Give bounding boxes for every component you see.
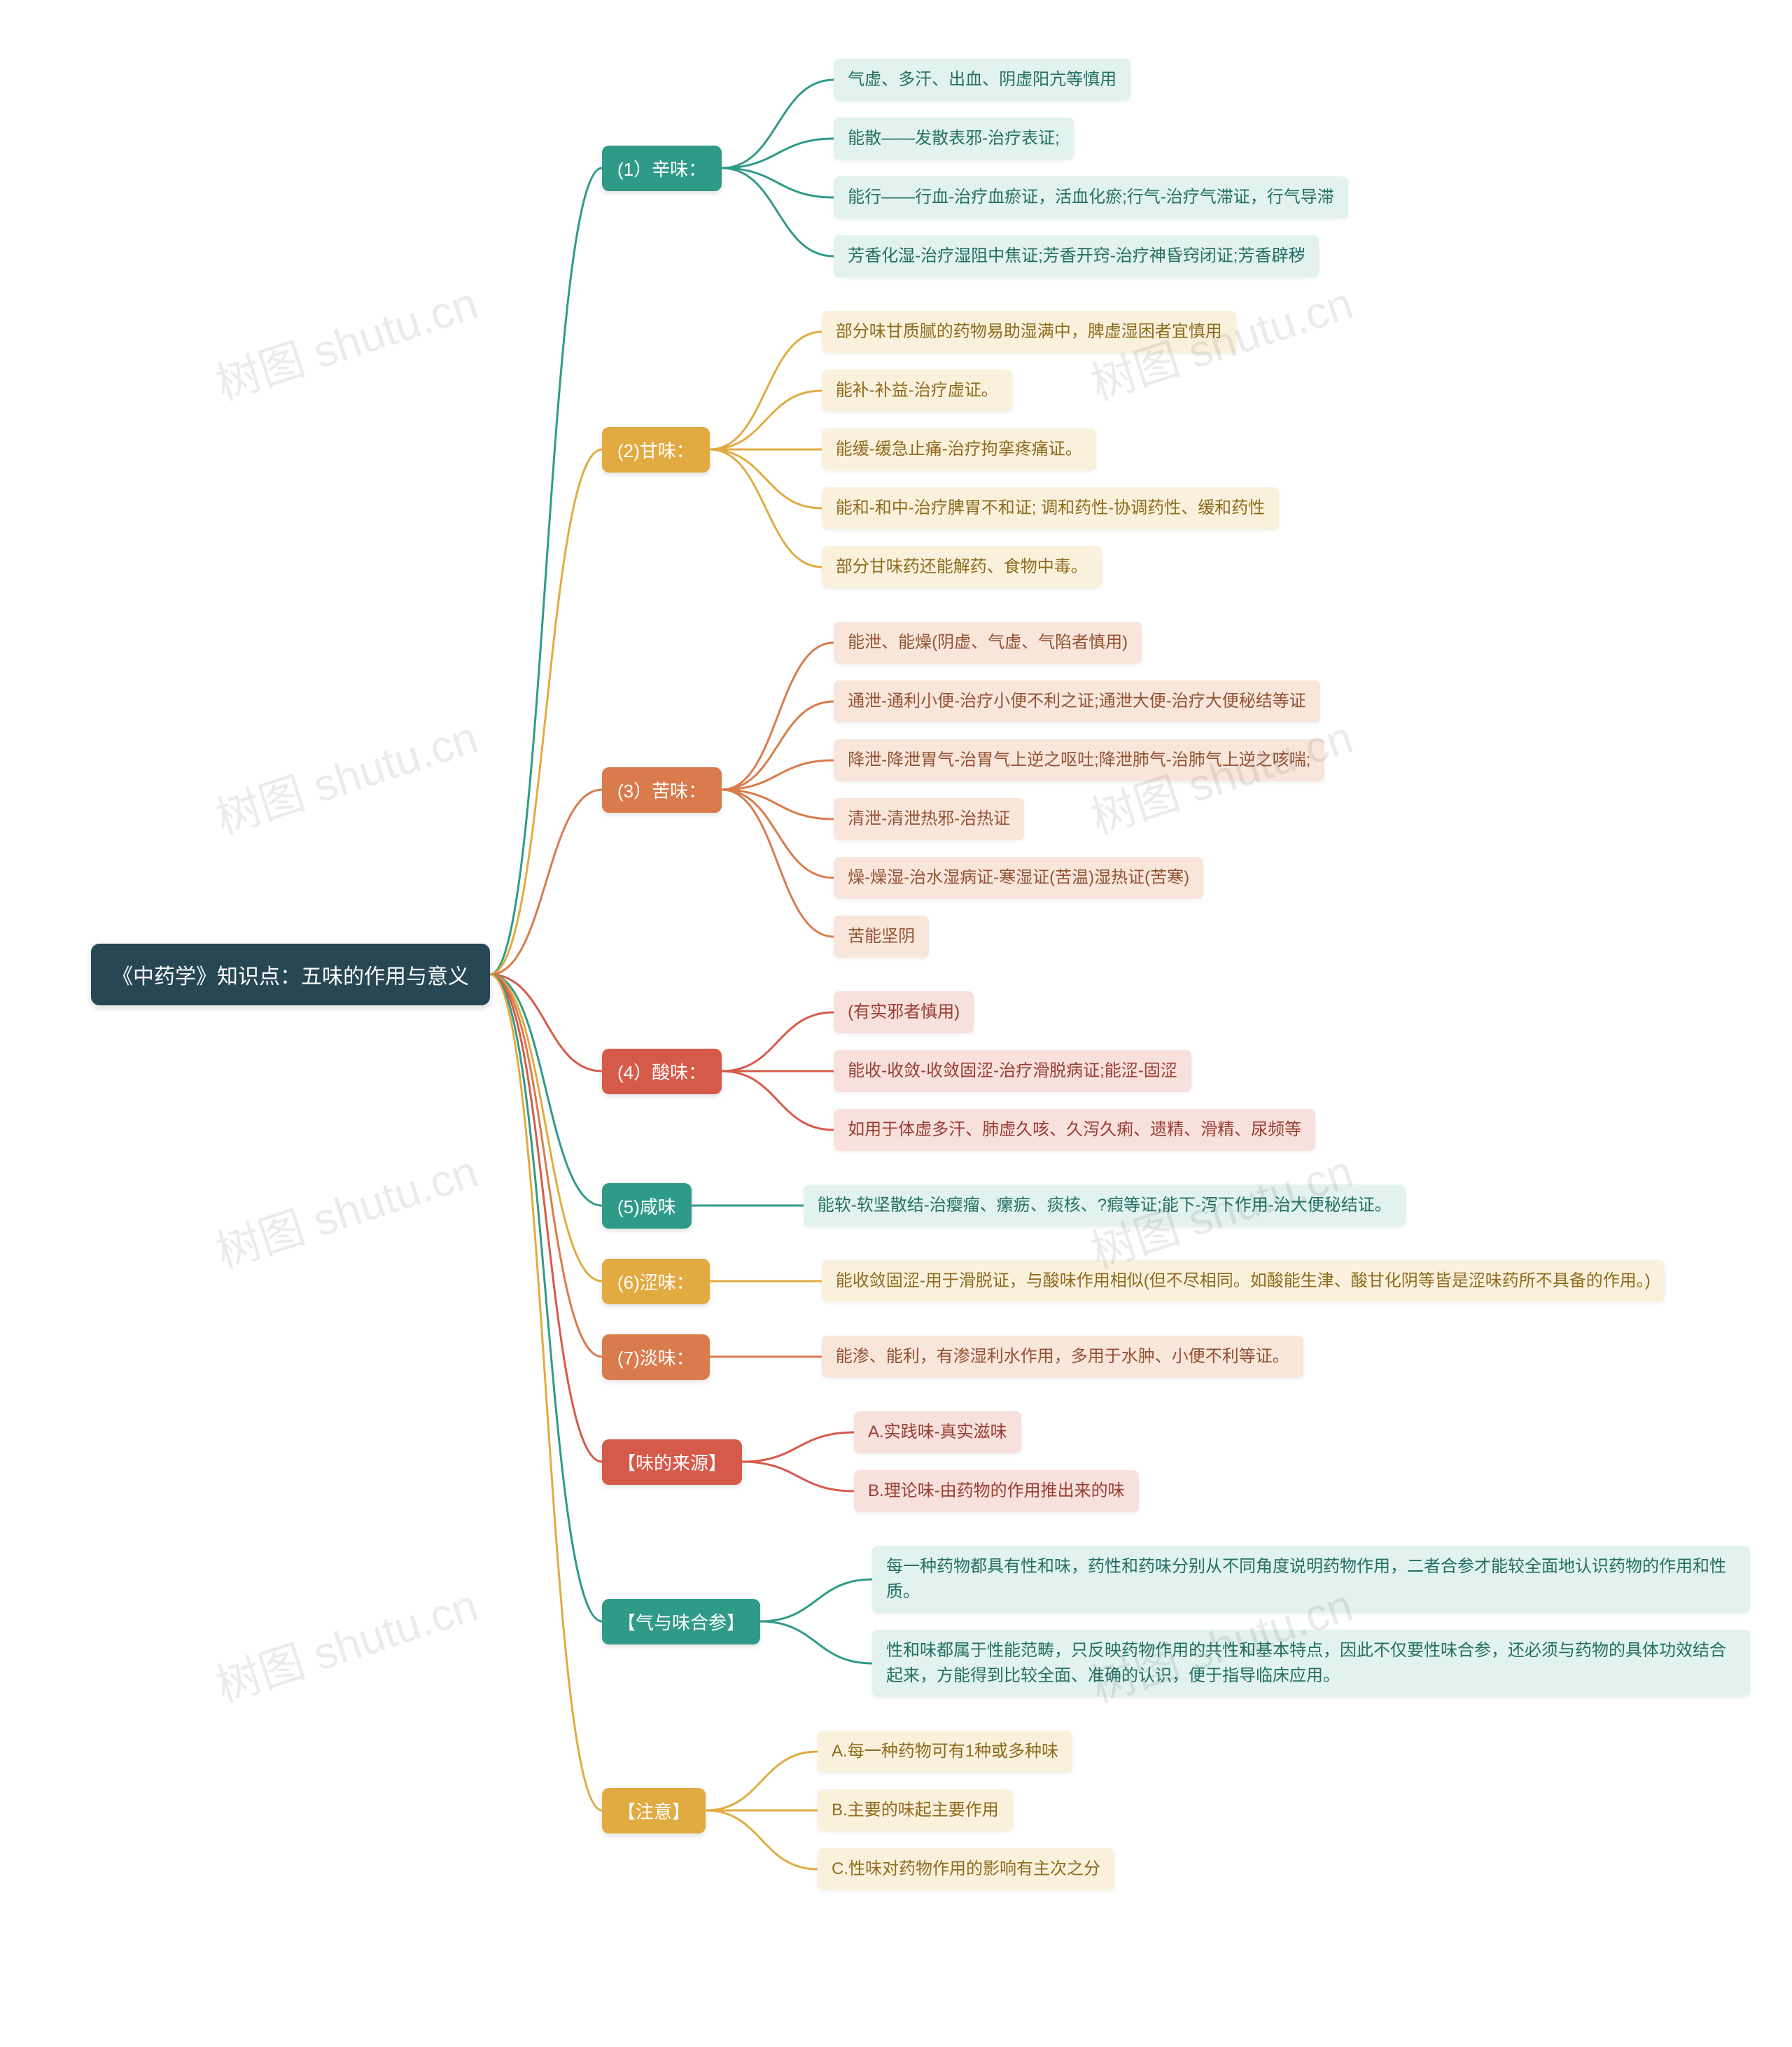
leaf-row: 芳香化湿-治疗湿阻中焦证;芳香开窍-治疗神昏窍闭证;芳香辟秽 bbox=[778, 235, 1348, 277]
leaf-row: C.性味对药物作用的影响有主次之分 bbox=[762, 1848, 1114, 1890]
leaf-row: 能和-和中-治疗脾胃不和证; 调和药性-协调药性、缓和药性 bbox=[766, 487, 1279, 529]
leaf-row: 能补-补益-治疗虚证。 bbox=[766, 370, 1279, 412]
leaf-row: 能收敛固涩-用于滑脱证，与酸味作用相似(但不尽相同。如酸能生津、酸甘化阴等皆是涩… bbox=[766, 1260, 1665, 1302]
leaf-node: A.每一种药物可有1种或多种味 bbox=[818, 1731, 1072, 1773]
leaf-row: 每一种药物都具有性和味，药性和药味分别从不同角度说明药物作用，二者合参才能较全面… bbox=[816, 1546, 1750, 1613]
leaf-row: 气虚、多汗、出血、阴虚阳亢等慎用 bbox=[778, 59, 1348, 101]
branch-label: (7)淡味： bbox=[602, 1334, 710, 1380]
leaves-container: 能泄、能燥(阴虚、气虚、气陷者慎用) 通泄-通利小便-治疗小便不利之证;通泄大便-… bbox=[778, 613, 1324, 966]
leaf-node: (有实邪者慎用) bbox=[834, 991, 974, 1033]
branch: (5)咸味 能软-软坚散结-治瘿瘤、瘰疬、痰核、?瘕等证;能下-泻下作用-治大便秘… bbox=[546, 1176, 1750, 1235]
leaf-row: 能收-收敛-收敛固涩-治疗滑脱病证;能涩-固涩 bbox=[778, 1050, 1315, 1092]
branch-label: (3）苦味： bbox=[602, 767, 722, 813]
leaf-row: (有实邪者慎用) bbox=[778, 991, 1315, 1033]
branch: 【注意】 A.每一种药物可有1种或多种味 B.主要的味起主要作用 C.性味对药物作用的… bbox=[546, 1722, 1750, 1899]
leaf-node: C.性味对药物作用的影响有主次之分 bbox=[818, 1848, 1114, 1890]
leaf-node: 如用于体虚多汗、肺虚久咳、久泻久痢、遗精、滑精、尿频等 bbox=[834, 1109, 1315, 1151]
leaf-row: 能软-软坚散结-治瘿瘤、瘰疬、痰核、?瘕等证;能下-泻下作用-治大便秘结证。 bbox=[748, 1185, 1406, 1227]
mindmap: 《中药学》知识点：五味的作用与意义 (1）辛味： 气虚、多汗、出血、阴虚阳亢等慎用… bbox=[0, 0, 1792, 2047]
leaves-container: A.实践味-真实滋味 B.理论味-由药物的作用推出来的味 bbox=[798, 1403, 1139, 1521]
leaves-container: A.每一种药物可有1种或多种味 B.主要的味起主要作用 C.性味对药物作用的影响有主… bbox=[762, 1722, 1114, 1899]
leaf-row: 能缓-缓急止痛-治疗拘挛疼痛证。 bbox=[766, 428, 1279, 470]
leaf-node: 能补-补益-治疗虚证。 bbox=[822, 370, 1012, 412]
leaf-node: 能收敛固涩-用于滑脱证，与酸味作用相似(但不尽相同。如酸能生津、酸甘化阴等皆是涩… bbox=[822, 1260, 1665, 1302]
leaf-row: A.实践味-真实滋味 bbox=[798, 1411, 1139, 1453]
leaf-node: 苦能坚阴 bbox=[834, 916, 929, 958]
leaves-container: (有实邪者慎用) 能收-收敛-收敛固涩-治疗滑脱病证;能涩-固涩如用于体虚多汗、肺… bbox=[778, 983, 1315, 1159]
leaves-container: 部分味甘质腻的药物易助湿满中，脾虚湿困者宜慎用能补-补益-治疗虚证。能缓-缓急止… bbox=[766, 302, 1279, 596]
leaf-node: 能软-软坚散结-治瘿瘤、瘰疬、痰核、?瘕等证;能下-泻下作用-治大便秘结证。 bbox=[804, 1185, 1406, 1227]
leaf-row: 燥-燥湿-治水湿病证-寒湿证(苦温)湿热证(苦寒) bbox=[778, 857, 1324, 899]
root-node: 《中药学》知识点：五味的作用与意义 bbox=[91, 944, 490, 1005]
branch: (1）辛味： 气虚、多汗、出血、阴虚阳亢等慎用能散——发散表邪-治疗表证; 能行——… bbox=[546, 50, 1750, 286]
leaves-container: 能软-软坚散结-治瘿瘤、瘰疬、痰核、?瘕等证;能下-泻下作用-治大便秘结证。 bbox=[748, 1176, 1406, 1235]
branch-label: (1）辛味： bbox=[602, 146, 722, 191]
leaf-node: 每一种药物都具有性和味，药性和药味分别从不同角度说明药物作用，二者合参才能较全面… bbox=[872, 1546, 1750, 1613]
branch: (7)淡味： 能渗、能利，有渗湿利水作用，多用于水肿、小便不利等证。 bbox=[546, 1327, 1750, 1386]
branch-label: 【注意】 bbox=[602, 1788, 706, 1833]
branch: (2)甘味： 部分味甘质腻的药物易助湿满中，脾虚湿困者宜慎用能补-补益-治疗虚证。… bbox=[546, 302, 1750, 596]
leaf-node: B.理论味-由药物的作用推出来的味 bbox=[854, 1470, 1139, 1512]
leaf-node: 燥-燥湿-治水湿病证-寒湿证(苦温)湿热证(苦寒) bbox=[834, 857, 1203, 899]
branch: (3）苦味： 能泄、能燥(阴虚、气虚、气陷者慎用) 通泄-通利小便-治疗小便不利之证… bbox=[546, 613, 1750, 966]
leaf-node: 能泄、能燥(阴虚、气虚、气陷者慎用) bbox=[834, 622, 1142, 664]
leaf-row: 部分味甘质腻的药物易助湿满中，脾虚湿困者宜慎用 bbox=[766, 311, 1279, 353]
leaf-row: B.理论味-由药物的作用推出来的味 bbox=[798, 1470, 1139, 1512]
leaf-node: 降泄-降泄胃气-治胃气上逆之呕吐;降泄肺气-治肺气上逆之咳喘; bbox=[834, 739, 1324, 781]
leaves-container: 气虚、多汗、出血、阴虚阳亢等慎用能散——发散表邪-治疗表证; 能行——行血-治疗血… bbox=[778, 50, 1348, 286]
leaves-container: 能收敛固涩-用于滑脱证，与酸味作用相似(但不尽相同。如酸能生津、酸甘化阴等皆是涩… bbox=[766, 1252, 1665, 1311]
leaf-row: 能散——发散表邪-治疗表证; bbox=[778, 118, 1348, 160]
branch-label: 【气与味合参】 bbox=[602, 1599, 760, 1644]
leaf-node: 能缓-缓急止痛-治疗拘挛疼痛证。 bbox=[822, 428, 1096, 470]
leaf-row: 能行——行血-治疗血瘀证，活血化瘀;行气-治疗气滞证，行气导滞 bbox=[778, 176, 1348, 218]
leaf-node: 性和味都属于性能范畴，只反映药物作用的共性和基本特点，因此不仅要性味合参，还必须… bbox=[872, 1630, 1750, 1697]
leaf-row: 能渗、能利，有渗湿利水作用，多用于水肿、小便不利等证。 bbox=[766, 1336, 1303, 1378]
branch-label: 【味的来源】 bbox=[602, 1439, 742, 1485]
leaves-container: 每一种药物都具有性和味，药性和药味分别从不同角度说明药物作用，二者合参才能较全面… bbox=[816, 1537, 1750, 1705]
leaf-node: 能散——发散表邪-治疗表证; bbox=[834, 118, 1074, 160]
branch-label: (4）酸味： bbox=[602, 1049, 722, 1094]
leaf-row: B.主要的味起主要作用 bbox=[762, 1789, 1114, 1831]
leaf-row: 通泄-通利小便-治疗小便不利之证;通泄大便-治疗大便秘结等证 bbox=[778, 680, 1324, 722]
children-container: (1）辛味： 气虚、多汗、出血、阴虚阳亢等慎用能散——发散表邪-治疗表证; 能行——… bbox=[546, 42, 1750, 1907]
canvas: 《中药学》知识点：五味的作用与意义 (1）辛味： 气虚、多汗、出血、阴虚阳亢等慎用… bbox=[0, 0, 1792, 2047]
leaf-node: 气虚、多汗、出血、阴虚阳亢等慎用 bbox=[834, 59, 1130, 101]
leaf-row: 部分甘味药还能解药、食物中毒。 bbox=[766, 546, 1279, 588]
root-label: 《中药学》知识点：五味的作用与意义 bbox=[112, 965, 469, 988]
leaf-row: 清泄-清泄热邪-治热证 bbox=[778, 798, 1324, 840]
leaf-row: 能泄、能燥(阴虚、气虚、气陷者慎用) bbox=[778, 622, 1324, 664]
branch-label: (6)涩味： bbox=[602, 1259, 710, 1304]
leaf-node: 通泄-通利小便-治疗小便不利之证;通泄大便-治疗大便秘结等证 bbox=[834, 680, 1320, 722]
leaf-row: 性和味都属于性能范畴，只反映药物作用的共性和基本特点，因此不仅要性味合参，还必须… bbox=[816, 1630, 1750, 1697]
leaf-node: 能和-和中-治疗脾胃不和证; 调和药性-协调药性、缓和药性 bbox=[822, 487, 1279, 529]
branch-label: (5)咸味 bbox=[602, 1183, 692, 1229]
leaf-row: 苦能坚阴 bbox=[778, 916, 1324, 958]
leaf-node: B.主要的味起主要作用 bbox=[818, 1789, 1013, 1831]
leaf-node: 部分味甘质腻的药物易助湿满中，脾虚湿困者宜慎用 bbox=[822, 311, 1236, 353]
leaves-container: 能渗、能利，有渗湿利水作用，多用于水肿、小便不利等证。 bbox=[766, 1327, 1303, 1386]
leaf-node: 能渗、能利，有渗湿利水作用，多用于水肿、小便不利等证。 bbox=[822, 1336, 1303, 1378]
leaf-node: 能行——行血-治疗血瘀证，活血化瘀;行气-治疗气滞证，行气导滞 bbox=[834, 176, 1348, 218]
branch: (4）酸味： (有实邪者慎用) 能收-收敛-收敛固涩-治疗滑脱病证;能涩-固涩如用于… bbox=[546, 983, 1750, 1159]
leaf-node: 清泄-清泄热邪-治热证 bbox=[834, 798, 1024, 840]
leaf-node: 芳香化湿-治疗湿阻中焦证;芳香开窍-治疗神昏窍闭证;芳香辟秽 bbox=[834, 235, 1319, 277]
leaf-node: 能收-收敛-收敛固涩-治疗滑脱病证;能涩-固涩 bbox=[834, 1050, 1191, 1092]
leaf-connectors bbox=[722, 613, 1324, 966]
branch-label: (2)甘味： bbox=[602, 427, 710, 473]
branch: 【味的来源】 A.实践味-真实滋味 B.理论味-由药物的作用推出来的味 bbox=[546, 1403, 1750, 1521]
leaf-node: 部分甘味药还能解药、食物中毒。 bbox=[822, 546, 1102, 588]
branch: 【气与味合参】 每一种药物都具有性和味，药性和药味分别从不同角度说明药物作用，二者… bbox=[546, 1537, 1750, 1705]
branch: (6)涩味： 能收敛固涩-用于滑脱证，与酸味作用相似(但不尽相同。如酸能生津、酸甘… bbox=[546, 1252, 1750, 1311]
leaf-node: A.实践味-真实滋味 bbox=[854, 1411, 1021, 1453]
leaf-row: 降泄-降泄胃气-治胃气上逆之呕吐;降泄肺气-治肺气上逆之咳喘; bbox=[778, 739, 1324, 781]
leaf-row: 如用于体虚多汗、肺虚久咳、久泻久痢、遗精、滑精、尿频等 bbox=[778, 1109, 1315, 1151]
leaf-row: A.每一种药物可有1种或多种味 bbox=[762, 1731, 1114, 1773]
